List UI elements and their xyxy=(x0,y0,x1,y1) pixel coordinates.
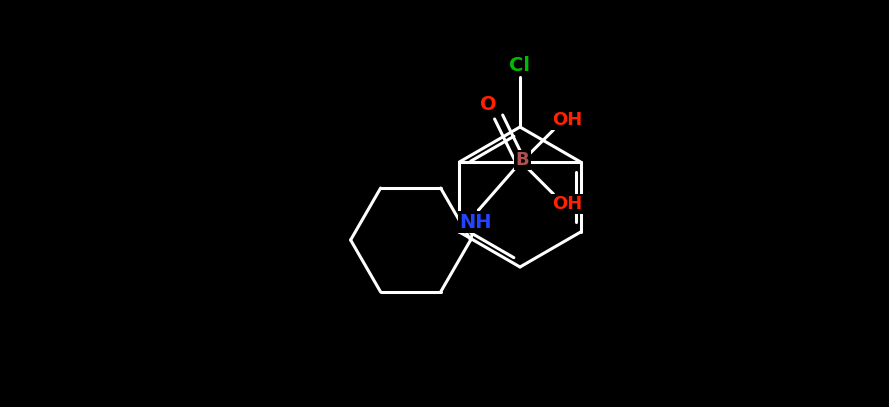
Text: Cl: Cl xyxy=(509,55,531,74)
Text: OH: OH xyxy=(552,111,582,129)
Text: NH: NH xyxy=(460,212,492,232)
Text: O: O xyxy=(480,96,497,114)
Text: B: B xyxy=(516,151,529,169)
Text: OH: OH xyxy=(552,195,582,213)
